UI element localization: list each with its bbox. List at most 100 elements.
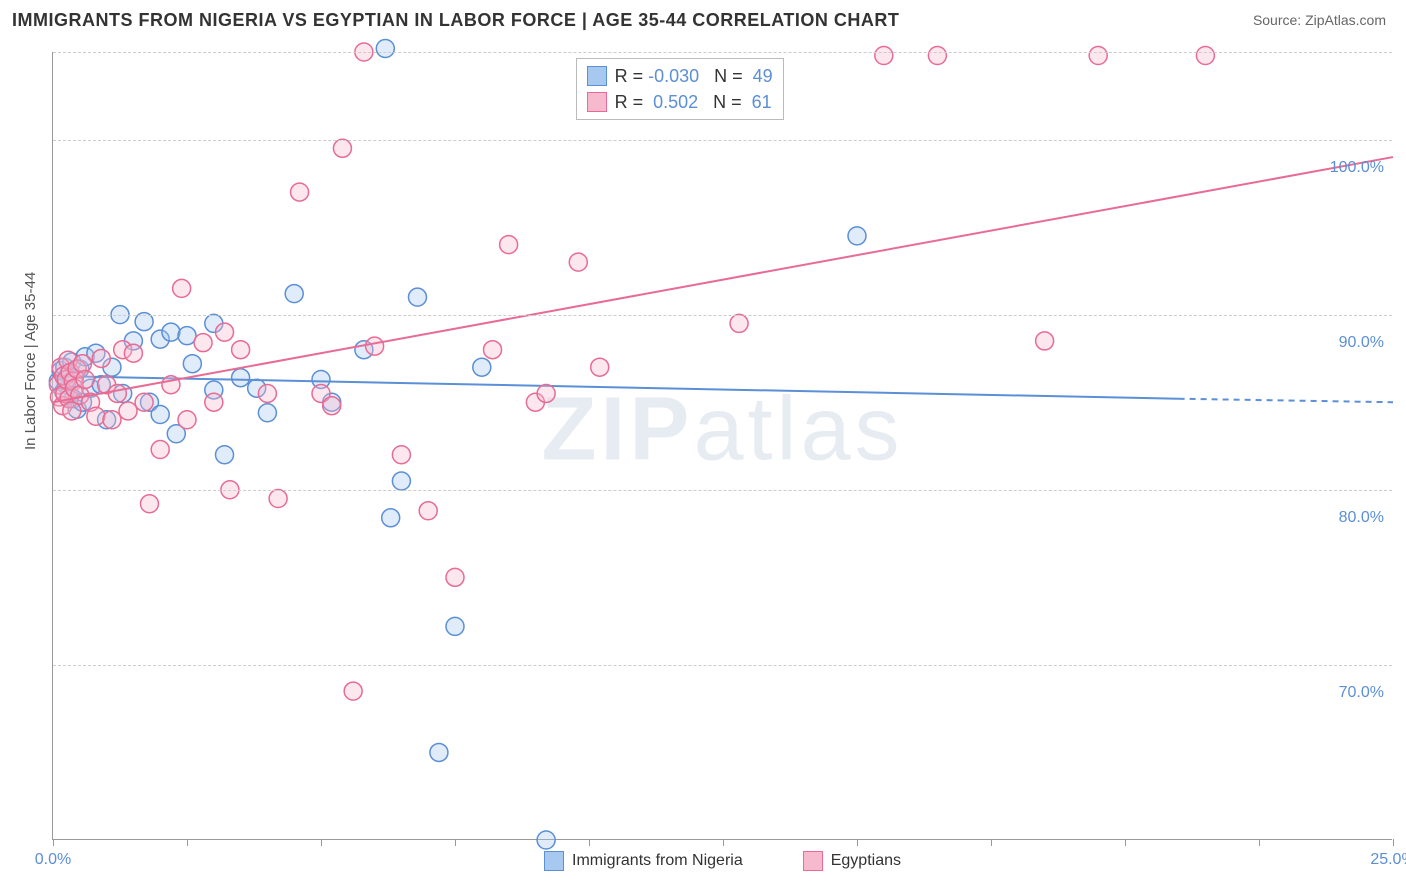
data-point-nigeria: [232, 369, 250, 387]
x-tick: [321, 839, 322, 846]
data-point-egypt: [569, 253, 587, 271]
data-point-egypt: [323, 397, 341, 415]
data-point-nigeria: [382, 509, 400, 527]
gridline-h: [53, 490, 1392, 491]
data-point-egypt: [194, 334, 212, 352]
source-prefix: Source:: [1253, 12, 1305, 28]
data-point-nigeria: [376, 39, 394, 57]
x-tick: [1259, 839, 1260, 846]
legend-stat-row-egypt: R = 0.502 N = 61: [587, 89, 773, 115]
data-point-nigeria: [183, 355, 201, 373]
data-point-nigeria: [473, 358, 491, 376]
data-point-egypt: [875, 47, 893, 65]
data-point-egypt: [232, 341, 250, 359]
scatter-svg: [53, 52, 1392, 839]
data-point-egypt: [108, 384, 126, 402]
data-point-egypt: [291, 183, 309, 201]
data-point-egypt: [366, 337, 384, 355]
data-point-egypt: [484, 341, 502, 359]
legend-item-egypt: Egyptians: [803, 851, 901, 871]
source-attribution: Source: ZipAtlas.com: [1253, 12, 1386, 30]
data-point-egypt: [591, 358, 609, 376]
data-point-egypt: [124, 344, 142, 362]
data-point-egypt: [151, 441, 169, 459]
gridline-h: [53, 665, 1392, 666]
y-tick-label: 90.0%: [1339, 334, 1384, 352]
data-point-egypt: [87, 407, 105, 425]
data-point-egypt: [446, 568, 464, 586]
y-axis-title: In Labor Force | Age 35-44: [22, 272, 39, 450]
legend-swatch-bottom-nigeria: [544, 851, 564, 871]
data-point-nigeria: [848, 227, 866, 245]
x-tick: [187, 839, 188, 846]
data-point-egypt: [419, 502, 437, 520]
data-point-egypt: [119, 402, 137, 420]
data-point-nigeria: [216, 446, 234, 464]
data-point-egypt: [178, 411, 196, 429]
data-point-egypt: [730, 314, 748, 332]
x-tick: [723, 839, 724, 846]
legend-label-egypt: Egyptians: [831, 852, 901, 870]
legend-stat-row-nigeria: R = -0.030 N = 49: [587, 63, 773, 89]
data-point-egypt: [1036, 332, 1054, 350]
data-point-egypt: [392, 446, 410, 464]
data-point-egypt: [537, 384, 555, 402]
data-point-egypt: [103, 411, 121, 429]
data-point-egypt: [928, 47, 946, 65]
x-tick: [53, 839, 54, 846]
y-tick-label: 70.0%: [1339, 684, 1384, 702]
x-tick-label: 25.0%: [1370, 851, 1406, 869]
legend-swatch-egypt: [587, 92, 607, 112]
data-point-egypt: [216, 323, 234, 341]
y-tick-label: 80.0%: [1339, 509, 1384, 527]
data-point-nigeria: [408, 288, 426, 306]
legend-correlation-box: R = -0.030 N = 49R = 0.502 N = 61: [576, 58, 784, 120]
legend-stat-text-nigeria: R = -0.030 N = 49: [615, 63, 773, 89]
data-point-egypt: [205, 393, 223, 411]
data-point-egypt: [258, 384, 276, 402]
data-point-nigeria: [392, 472, 410, 490]
data-point-egypt: [135, 393, 153, 411]
data-point-egypt: [162, 376, 180, 394]
legend-bottom: Immigrants from Nigeria Egyptians: [53, 851, 1392, 871]
x-tick: [455, 839, 456, 846]
chart-plot-area: ZIPatlas R = -0.030 N = 49R = 0.502 N = …: [52, 52, 1392, 840]
data-point-nigeria: [446, 617, 464, 635]
x-tick: [1125, 839, 1126, 846]
source-name: ZipAtlas.com: [1305, 12, 1386, 28]
data-point-nigeria: [178, 327, 196, 345]
gridline-h: [53, 52, 1392, 53]
legend-swatch-nigeria: [587, 66, 607, 86]
page-title: IMMIGRANTS FROM NIGERIA VS EGYPTIAN IN L…: [12, 10, 899, 31]
data-point-nigeria: [430, 743, 448, 761]
data-point-nigeria: [258, 404, 276, 422]
data-point-egypt: [173, 279, 191, 297]
data-point-egypt: [1089, 47, 1107, 65]
gridline-h: [53, 315, 1392, 316]
data-point-egypt: [140, 495, 158, 513]
legend-swatch-bottom-egypt: [803, 851, 823, 871]
data-point-egypt: [333, 139, 351, 157]
data-point-egypt: [344, 682, 362, 700]
data-point-egypt: [500, 236, 518, 254]
legend-stat-text-egypt: R = 0.502 N = 61: [615, 89, 772, 115]
trend-line-egypt: [53, 157, 1393, 402]
x-tick: [857, 839, 858, 846]
data-point-nigeria: [151, 405, 169, 423]
data-point-egypt: [269, 490, 287, 508]
data-point-egypt: [92, 349, 110, 367]
x-tick-label: 0.0%: [35, 851, 71, 869]
legend-label-nigeria: Immigrants from Nigeria: [572, 852, 743, 870]
data-point-nigeria: [537, 831, 555, 849]
x-tick: [991, 839, 992, 846]
data-point-nigeria: [285, 285, 303, 303]
x-tick: [589, 839, 590, 846]
data-point-egypt: [1196, 47, 1214, 65]
trend-line-ext-nigeria: [1179, 399, 1393, 403]
gridline-h: [53, 140, 1392, 141]
legend-item-nigeria: Immigrants from Nigeria: [544, 851, 743, 871]
y-tick-label: 100.0%: [1330, 159, 1384, 177]
x-tick: [1393, 839, 1394, 846]
data-point-egypt: [73, 355, 91, 373]
data-point-nigeria: [162, 323, 180, 341]
